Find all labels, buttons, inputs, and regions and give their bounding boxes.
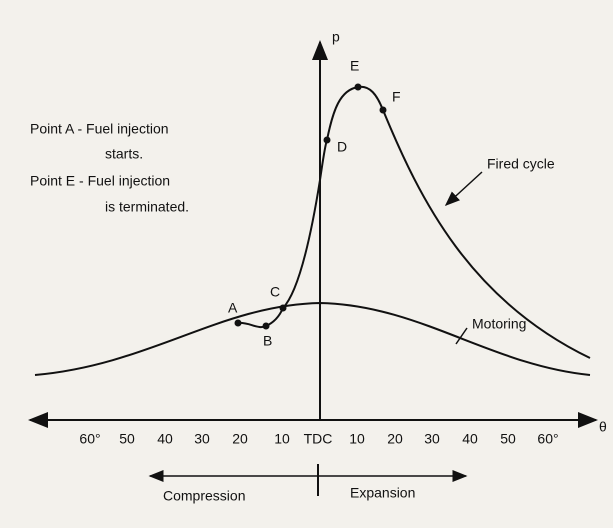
tick-label: 50	[500, 431, 516, 447]
tick-label: TDC	[304, 431, 333, 447]
tick-label: 20	[387, 431, 403, 447]
point-label: A	[228, 300, 238, 316]
motoring-curve	[34, 301, 591, 376]
x-label: θ	[599, 419, 607, 435]
point-dots	[234, 83, 387, 330]
tick-label: 60°	[79, 431, 100, 447]
fired-leader	[444, 171, 483, 207]
point-label: B	[263, 333, 272, 349]
point-label: F	[392, 89, 401, 105]
y-label: p	[332, 29, 340, 45]
tick-label: 30	[424, 431, 440, 447]
point-label: E	[350, 58, 359, 74]
tick-label: 60°	[537, 431, 558, 447]
tick-label: 30	[194, 431, 210, 447]
fired-curve	[237, 85, 591, 359]
tick-label: 20	[232, 431, 248, 447]
note: starts.	[105, 146, 143, 162]
tick-label: 40	[462, 431, 478, 447]
tick-label: 40	[157, 431, 173, 447]
tick-label: 50	[119, 431, 135, 447]
expansion-label: Expansion	[350, 485, 415, 501]
motoring-leader	[455, 327, 468, 345]
point-label: C	[270, 284, 280, 300]
fired-label: Fired cycle	[487, 156, 555, 172]
tick-label: 10	[349, 431, 365, 447]
tick-labels: 60° 50 40 30 20 10 TDC 10 20 30 40 50 60°	[79, 431, 558, 447]
tick-label: 10	[274, 431, 290, 447]
motoring-label: Motoring	[472, 316, 526, 332]
note: Point A - Fuel injection	[30, 121, 169, 137]
note: Point E - Fuel injection	[30, 173, 170, 189]
note: is terminated.	[105, 199, 189, 215]
compression-label: Compression	[163, 488, 245, 504]
point-label: D	[337, 139, 347, 155]
